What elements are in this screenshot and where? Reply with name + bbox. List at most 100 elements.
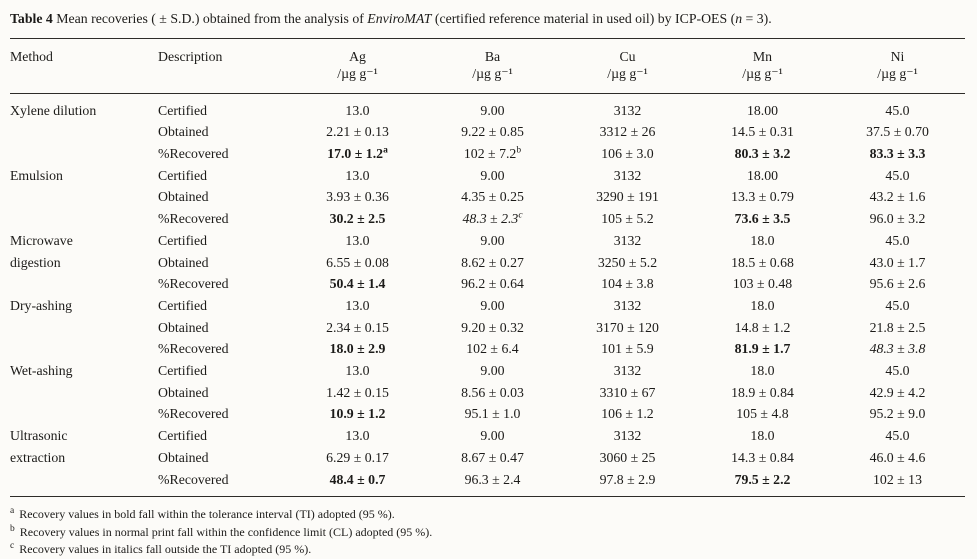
col-header-ni-unit: /µg g⁻¹	[877, 65, 918, 81]
value-cell: 18.0 ± 2.9	[329, 341, 386, 357]
description-cell: Certified	[158, 297, 208, 313]
col-header-ba-unit: /µg g⁻¹	[472, 65, 513, 81]
value-cell: 8.56 ± 0.03	[461, 384, 524, 400]
footnote-marker: b	[10, 523, 15, 534]
value-cell: 43.0 ± 1.7	[869, 254, 926, 270]
description-cell: %Recovered	[158, 406, 229, 422]
caption-text-post: = 3).	[742, 11, 772, 26]
method-cell: Wet-ashing	[10, 363, 73, 379]
description-cell: Obtained	[158, 254, 209, 270]
col-header-mn-unit: /µg g⁻¹	[742, 65, 783, 81]
value-cell: 10.9 ± 1.2	[329, 406, 386, 422]
value-cell: 13.0	[345, 102, 370, 118]
table-row: %Recovered 17.0 ± 1.2a 102 ± 7.2b 106 ± 3.0…	[10, 143, 965, 165]
table-row: Obtained 2.34 ± 0.15 9.20 ± 0.32 3170 ± 120…	[10, 317, 965, 339]
value-cell: 4.35 ± 0.25	[461, 189, 524, 205]
value-cell: 106 ± 1.2	[601, 406, 654, 422]
col-header-ag: Ag/µg g⁻¹	[290, 38, 425, 94]
description-cell: Certified	[158, 363, 208, 379]
value-cell: 43.2 ± 1.6	[869, 189, 926, 205]
footnote-marker: a	[10, 506, 15, 517]
value-cell: 2.34 ± 0.15	[326, 319, 389, 335]
col-header-cu: Cu/µg g⁻¹	[560, 38, 695, 94]
value-cell: 50.4 ± 1.4	[329, 276, 386, 292]
value-cell: 9.20 ± 0.32	[461, 319, 524, 335]
table-row: %Recovered 30.2 ± 2.5 48.3 ± 2.3c 105 ± 5.2…	[10, 208, 965, 230]
value-cell: 95.2 ± 9.0	[869, 406, 926, 422]
value-cell: 9.00	[480, 232, 505, 248]
table-row: Obtained 3.93 ± 0.36 4.35 ± 0.25 3290 ± 191…	[10, 186, 965, 208]
value-cell: 102 ± 13	[873, 471, 922, 487]
value-cell: 48.3 ± 3.8	[869, 341, 926, 357]
value-cell: 83.3 ± 3.3	[869, 146, 926, 162]
col-header-ni-label: Ni	[890, 48, 905, 64]
description-cell: Obtained	[158, 449, 209, 465]
caption-text-mid: (certified reference material in used oi…	[431, 11, 736, 26]
value-cell: 3290 ± 191	[596, 189, 659, 205]
description-cell: %Recovered	[158, 146, 229, 162]
value-cell: 102 ± 6.4	[466, 341, 519, 357]
col-header-description: Description	[158, 38, 290, 94]
col-header-method-label: Method	[10, 48, 53, 64]
value-cell: 13.3 ± 0.79	[731, 189, 794, 205]
value-cell: 3250 ± 5.2	[597, 254, 658, 270]
value-cell: 9.00	[480, 363, 505, 379]
value-cell: 14.8 ± 1.2	[734, 319, 791, 335]
value-cell: 3132	[613, 167, 642, 183]
col-header-mn: Mn/µg g⁻¹	[695, 38, 830, 94]
value-cell: 3060 ± 25	[599, 449, 656, 465]
description-cell: %Recovered	[158, 276, 229, 292]
table-row: Obtained 6.55 ± 0.08 8.62 ± 0.27 3250 ± 5.2…	[10, 252, 965, 274]
col-header-ba: Ba/µg g⁻¹	[425, 38, 560, 94]
value-cell: 30.2 ± 2.5	[329, 211, 386, 227]
value-cell: 105 ± 4.8	[736, 406, 789, 422]
footnote-marker: a	[383, 145, 388, 156]
value-cell: 102 ± 7.2b	[463, 145, 522, 162]
value-cell: 73.6 ± 3.5	[734, 211, 791, 227]
table-row: %Recovered 50.4 ± 1.4 96.2 ± 0.64 104 ± 3.8…	[10, 273, 965, 295]
col-header-method: Method	[10, 38, 158, 94]
description-cell: Obtained	[158, 124, 209, 140]
value-cell: 13.0	[345, 428, 370, 444]
value-cell: 21.8 ± 2.5	[869, 319, 926, 335]
value-cell: 45.0	[885, 363, 910, 379]
value-cell: 3132	[613, 297, 642, 313]
value-cell: 104 ± 3.8	[601, 276, 654, 292]
value-cell: 18.00	[746, 102, 779, 118]
value-cell: 6.29 ± 0.17	[326, 449, 389, 465]
value-cell: 14.5 ± 0.31	[731, 124, 794, 140]
footnote-marker: c	[10, 541, 15, 552]
value-cell: 79.5 ± 2.2	[734, 471, 791, 487]
value-cell: 2.21 ± 0.13	[326, 124, 389, 140]
value-cell: 17.0 ± 1.2a	[327, 145, 388, 162]
col-header-ni: Ni/µg g⁻¹	[830, 38, 965, 94]
value-cell: 45.0	[885, 297, 910, 313]
value-cell: 48.4 ± 0.7	[329, 471, 386, 487]
table-caption-label: Table 4	[10, 11, 53, 26]
table-row: Microwave digestion Certified 13.0 9.00 3132…	[10, 230, 965, 270]
value-cell: 14.3 ± 0.84	[731, 449, 794, 465]
value-cell: 9.22 ± 0.85	[461, 124, 524, 140]
value-cell: 42.9 ± 4.2	[869, 384, 926, 400]
value-cell: 37.5 ± 0.70	[866, 124, 929, 140]
value-cell: 45.0	[885, 102, 910, 118]
value-cell: 1.42 ± 0.15	[326, 384, 389, 400]
description-cell: Obtained	[158, 384, 209, 400]
value-cell: 96.3 ± 2.4	[464, 471, 521, 487]
value-cell: 106 ± 3.0	[601, 146, 654, 162]
value-cell: 105 ± 5.2	[601, 211, 654, 227]
value-cell: 18.0	[750, 297, 775, 313]
footnote-marker: b	[516, 145, 522, 156]
value-cell: 3170 ± 120	[596, 319, 659, 335]
value-cell: 48.3 ± 2.3c	[462, 210, 523, 227]
description-cell: Obtained	[158, 189, 209, 205]
value-cell: 13.0	[345, 363, 370, 379]
value-cell: 18.0	[750, 428, 775, 444]
value-cell: 8.67 ± 0.47	[461, 449, 524, 465]
table-row: Emulsion Certified 13.0 9.00 3132 18.00 45.0	[10, 165, 965, 187]
table-row: Dry-ashing Certified 13.0 9.00 3132 18.0 45.0	[10, 295, 965, 317]
value-cell: 3132	[613, 363, 642, 379]
value-cell: 13.0	[345, 167, 370, 183]
method-cell: Emulsion	[10, 167, 63, 183]
